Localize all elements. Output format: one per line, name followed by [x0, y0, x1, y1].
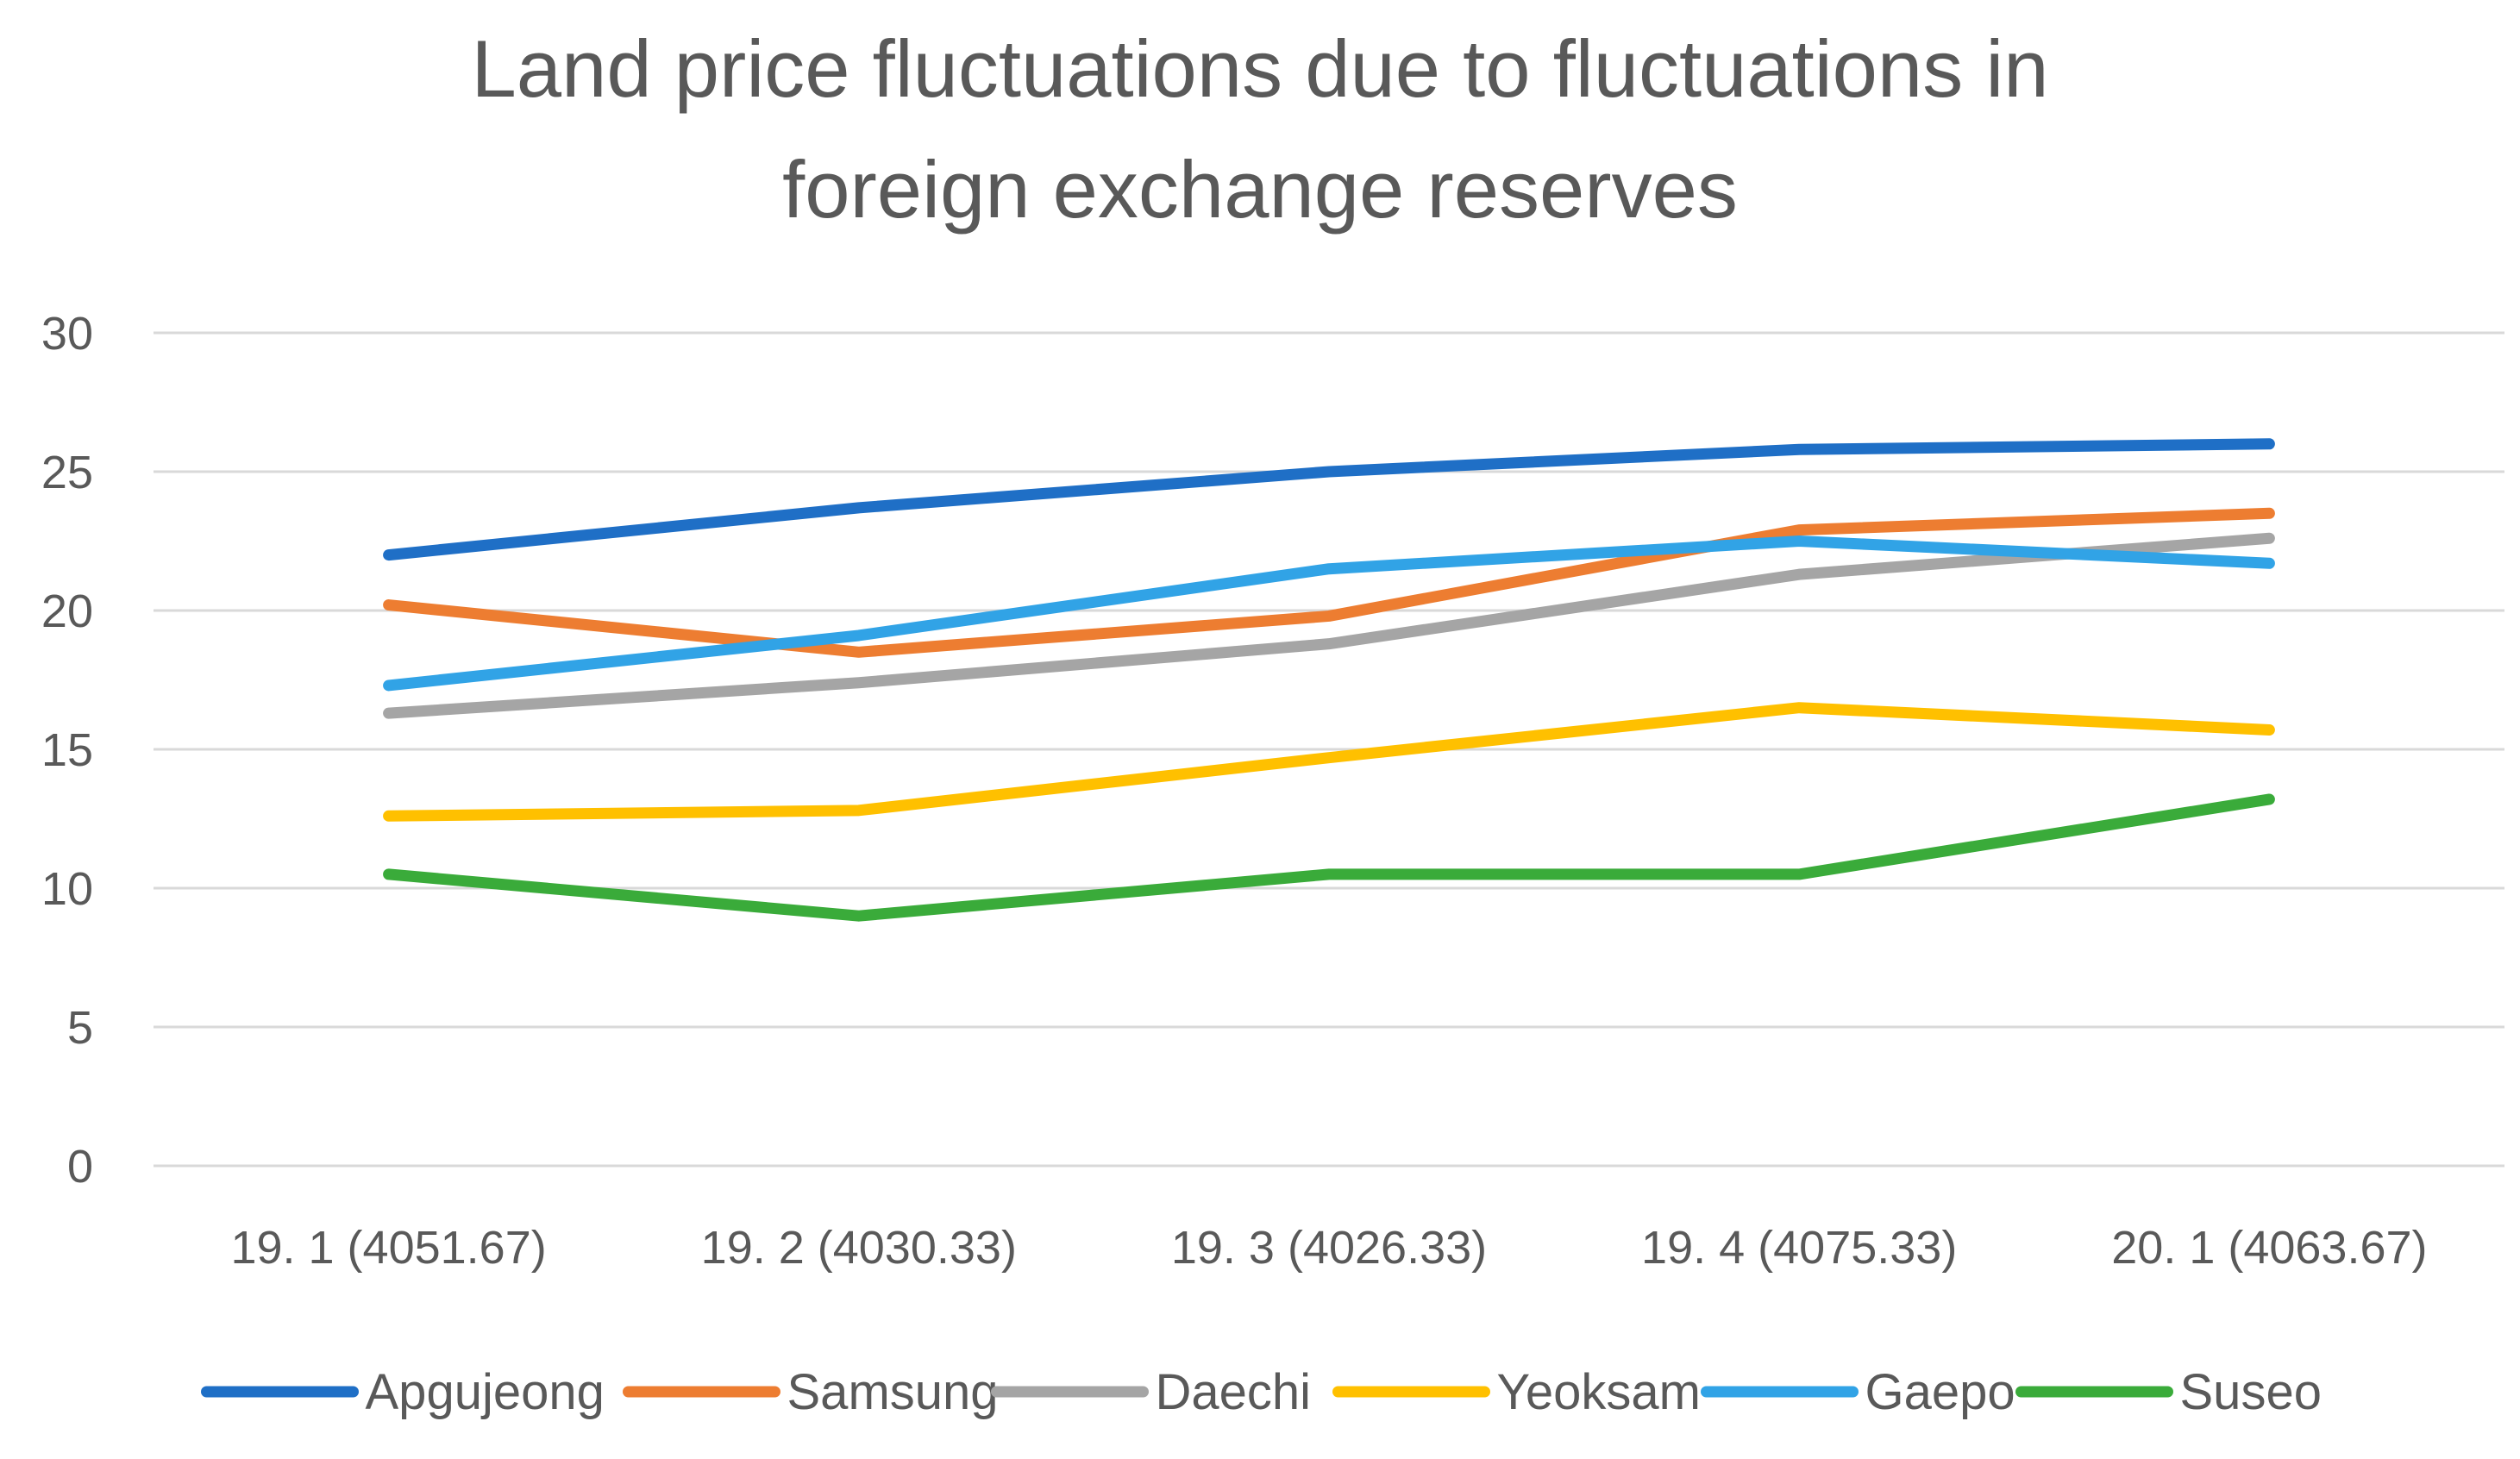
x-tick-label-3: 19. 3 (4026.33)	[1171, 1222, 1487, 1274]
series-line-apgujeong	[383, 438, 2275, 561]
series-line-samsung	[383, 507, 2275, 658]
legend-label-daechi: Daechi	[1156, 1364, 1312, 1420]
y-tick-label-0: 0	[67, 1141, 93, 1193]
legend-label-yeoksam: Yeoksam	[1497, 1364, 1701, 1420]
y-tick-label-5: 5	[67, 1002, 93, 1054]
y-tick-label-10: 10	[41, 863, 93, 915]
y-tick-label-25: 25	[41, 447, 93, 498]
chart-title-line-2: foreign exchange reserves	[782, 144, 1738, 235]
y-tick-label-30: 30	[41, 308, 93, 360]
y-tick-label-15: 15	[41, 724, 93, 776]
x-tick-label-5: 20. 1 (4063.67)	[2111, 1222, 2427, 1274]
series-line-yeoksam	[383, 702, 2275, 822]
legend-label-samsung: Samsung	[787, 1364, 999, 1420]
legend-label-gaepo: Gaepo	[1865, 1364, 2015, 1420]
series-line-suseo	[383, 793, 2275, 922]
legend-label-suseo: Suseo	[2180, 1364, 2322, 1420]
x-tick-label-4: 19. 4 (4075.33)	[1641, 1222, 1957, 1274]
legend-label-apgujeong: Apgujeong	[366, 1364, 605, 1420]
chart-title: Land price fluctuations due to fluctuati…	[0, 9, 2520, 250]
series-line-daechi	[383, 532, 2275, 719]
chart-title-line-1: Land price fluctuations due to fluctuati…	[471, 23, 2049, 114]
y-tick-label-20: 20	[41, 585, 93, 637]
x-tick-label-1: 19. 1 (4051.67)	[230, 1222, 546, 1274]
series-line-gaepo	[383, 535, 2275, 692]
x-tick-label-2: 19. 2 (4030.33)	[701, 1222, 1017, 1274]
